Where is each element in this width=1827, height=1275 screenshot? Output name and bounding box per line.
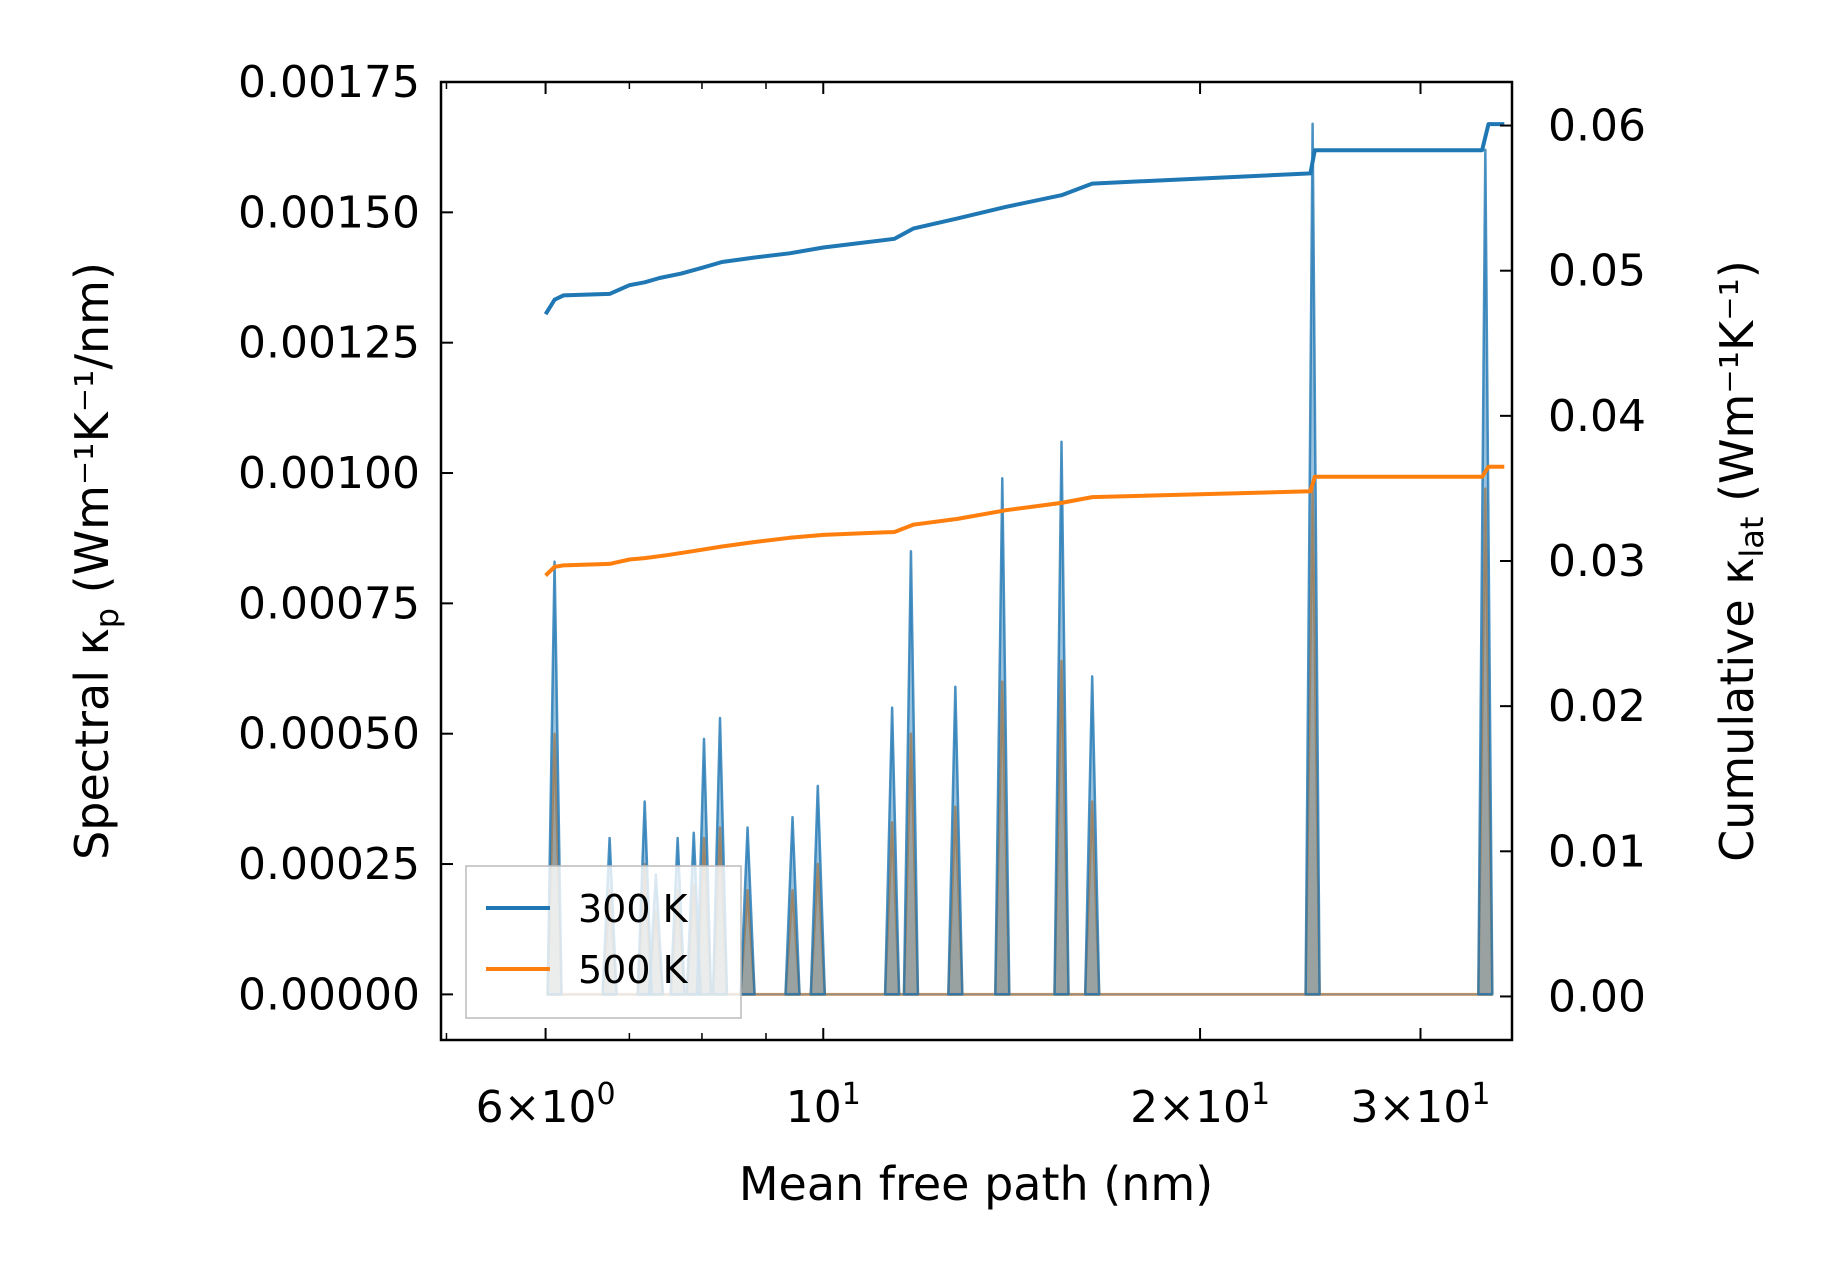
cumulative-500k-line: [544, 464, 1505, 577]
spectral-300k-spike-17: [1304, 122, 1321, 996]
y-right-tick-label-5: 0.05: [1548, 246, 1646, 297]
y-left-axis-label-sub: p: [88, 608, 126, 628]
y-left-axis-label-unit: (Wm⁻¹K⁻¹/nm): [65, 262, 119, 608]
y-right-tick-label-4: 0.04: [1548, 391, 1646, 442]
x-tick-label-2: 2×101: [1130, 1077, 1270, 1133]
y-left-tick-label-7: 0.00175: [238, 57, 420, 108]
spectral-300k-spike-15: [1053, 440, 1070, 996]
x-tick-label-0: 6×100: [476, 1077, 616, 1133]
y-right-tick-label-1: 0.01: [1548, 826, 1646, 877]
spectral-300k-spike-18: [1477, 148, 1494, 996]
cumulative-300k-line: [543, 122, 1505, 316]
y-left-tick-label-5: 0.00125: [238, 318, 420, 369]
y-left-tick-label-1: 0.00025: [238, 839, 420, 890]
x-tick-label-3: 3×101: [1351, 1077, 1491, 1133]
y-left-tick-label-3: 0.00075: [238, 578, 420, 629]
x-axis-label: Mean free path (nm): [739, 1157, 1213, 1211]
y-left-tick-label-4: 0.00100: [238, 448, 420, 499]
y-right-axis-label-unit: (Wm⁻¹K⁻¹): [1710, 260, 1764, 516]
spectral-300k-spike-12: [902, 549, 920, 996]
spectral-300k-spike-13: [947, 685, 964, 996]
legend-label-300k: 300 K: [578, 887, 689, 931]
y-left-tick-label-2: 0.00050: [238, 709, 420, 760]
legend-label-500k: 500 K: [578, 948, 689, 992]
y-right-tick-label-2: 0.02: [1548, 681, 1646, 732]
y-left-tick-label-0: 0.00000: [238, 969, 420, 1020]
x-tick-label-1: 101: [786, 1077, 861, 1133]
spectral-300k-spike-14: [994, 476, 1011, 996]
cumulative-series: [543, 122, 1505, 577]
spectral-300k-spike-16: [1083, 675, 1101, 996]
spectral-300k-spike-11: [883, 706, 901, 996]
y-right-axis-label-sub: lat: [1733, 517, 1771, 558]
legend: 300 K 500 K: [465, 865, 742, 1019]
y-right-axis-label: Cumulative κlat (Wm⁻¹K⁻¹): [1710, 260, 1771, 862]
legend-box: [465, 865, 742, 1019]
spectral-300k-spike-8: [739, 826, 756, 996]
spectral-300k-spike-10: [809, 784, 827, 996]
spectral-300k-series: [546, 122, 1494, 996]
y-right-tick-label-6: 0.06: [1548, 101, 1646, 152]
axis-ticks: 6×100 101 2×101 3×101 0.00000 0.00025 0.00050 0…: [238, 57, 1646, 1133]
spectral-300k-spike-9: [784, 815, 801, 996]
y-left-axis-label: Spectral κp (Wm⁻¹K⁻¹/nm): [65, 262, 126, 860]
y-left-tick-label-6: 0.00150: [238, 187, 420, 238]
y-right-tick-label-3: 0.03: [1548, 536, 1646, 587]
y-right-tick-label-0: 0.00: [1548, 971, 1646, 1022]
